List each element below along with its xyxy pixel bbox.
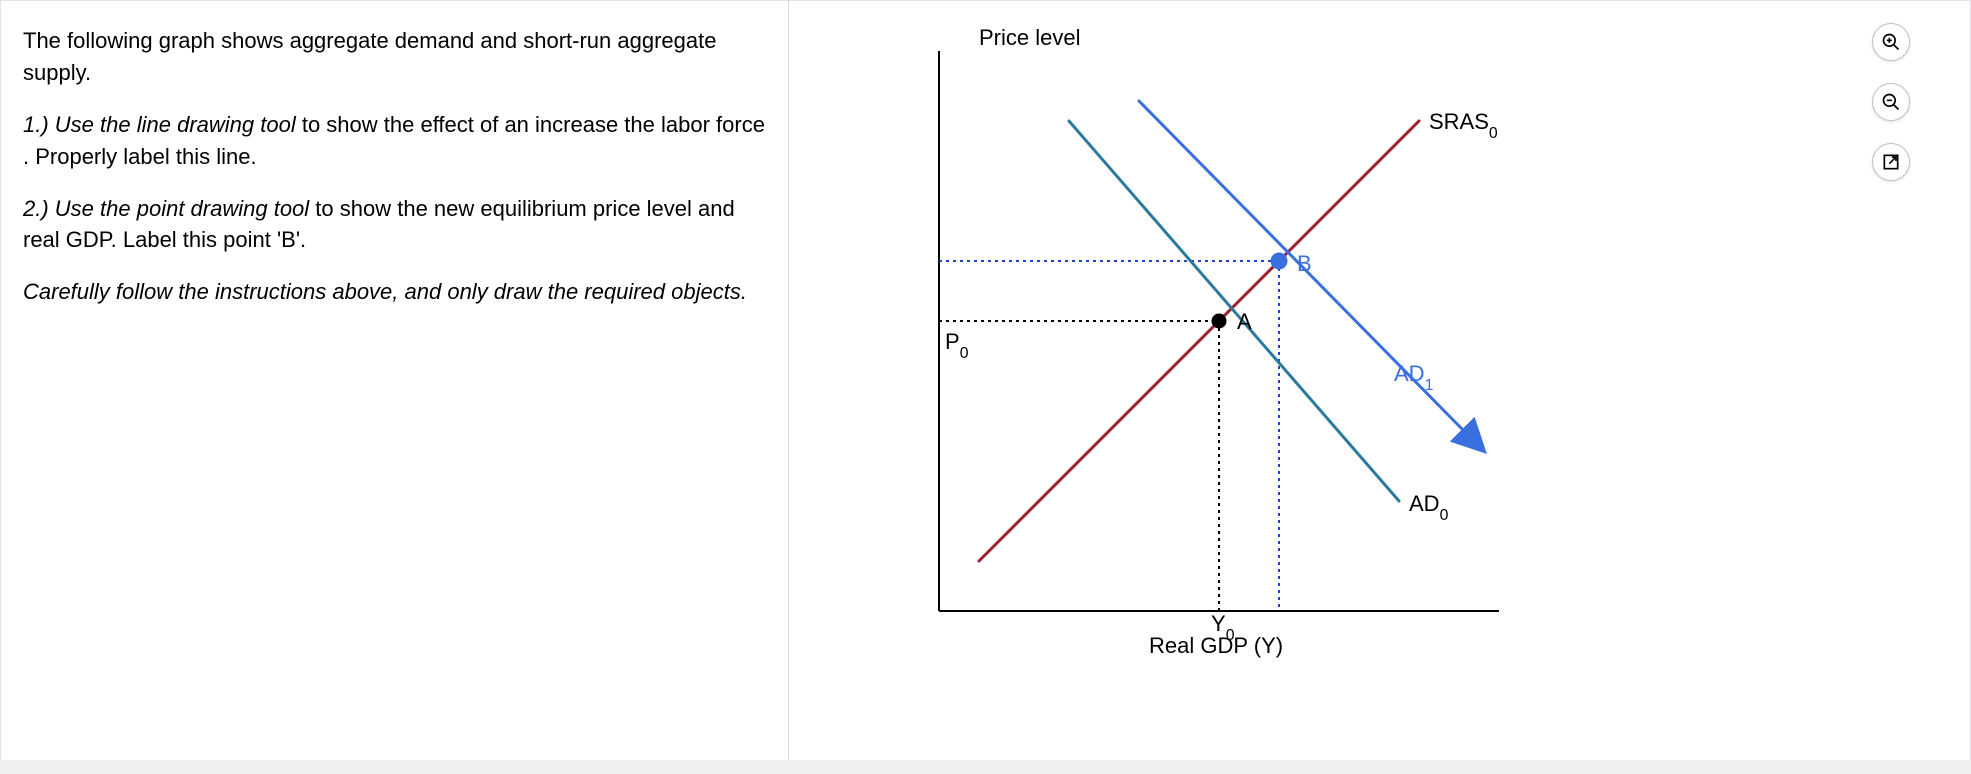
point-b-label: B [1297, 251, 1312, 276]
popout-button[interactable] [1872, 143, 1910, 181]
question-part-2: 2.) Use the point drawing tool to show t… [23, 193, 766, 257]
point-a-label: A [1237, 309, 1252, 334]
popout-icon [1881, 152, 1901, 172]
point-a[interactable] [1212, 314, 1226, 328]
curve-ad0[interactable] [1069, 121, 1399, 501]
economics-graph[interactable]: Price levelReal GDP (Y)SRAS0AD0AD1ABP0Y0 [889, 21, 1539, 701]
y-tick-p0: P0 [945, 329, 969, 362]
x-axis-label: Real GDP (Y) [1149, 633, 1283, 658]
label-ad1: AD1 [1394, 361, 1434, 394]
bottom-bar [0, 760, 1971, 774]
zoom-out-button[interactable] [1872, 83, 1910, 121]
label-sras0: SRAS0 [1429, 109, 1498, 142]
point-b[interactable] [1271, 253, 1287, 269]
zoom-in-button[interactable] [1872, 23, 1910, 61]
question-intro: The following graph shows aggregate dema… [23, 25, 766, 89]
part1-tool: Use the line drawing tool [55, 112, 296, 137]
part2-tool: Use the point drawing tool [55, 196, 309, 221]
part2-prefix: 2.) [23, 196, 55, 221]
graph-area[interactable]: Price levelReal GDP (Y)SRAS0AD0AD1ABP0Y0 [889, 21, 1539, 671]
label-ad0: AD0 [1409, 491, 1449, 524]
zoom-out-icon [1881, 92, 1901, 112]
question-panel: The following graph shows aggregate dema… [1, 1, 789, 773]
part1-prefix: 1.) [23, 112, 55, 137]
curve-ad1-arrow [1464, 431, 1482, 449]
question-part-1: 1.) Use the line drawing tool to show th… [23, 109, 766, 173]
question-footer: Carefully follow the instructions above,… [23, 276, 766, 308]
y-axis-label: Price level [979, 25, 1080, 50]
graph-toolbar [1872, 23, 1910, 181]
zoom-in-icon [1881, 32, 1901, 52]
graph-panel: Price levelReal GDP (Y)SRAS0AD0AD1ABP0Y0 [789, 1, 1970, 773]
curve-sras0[interactable] [979, 121, 1419, 561]
